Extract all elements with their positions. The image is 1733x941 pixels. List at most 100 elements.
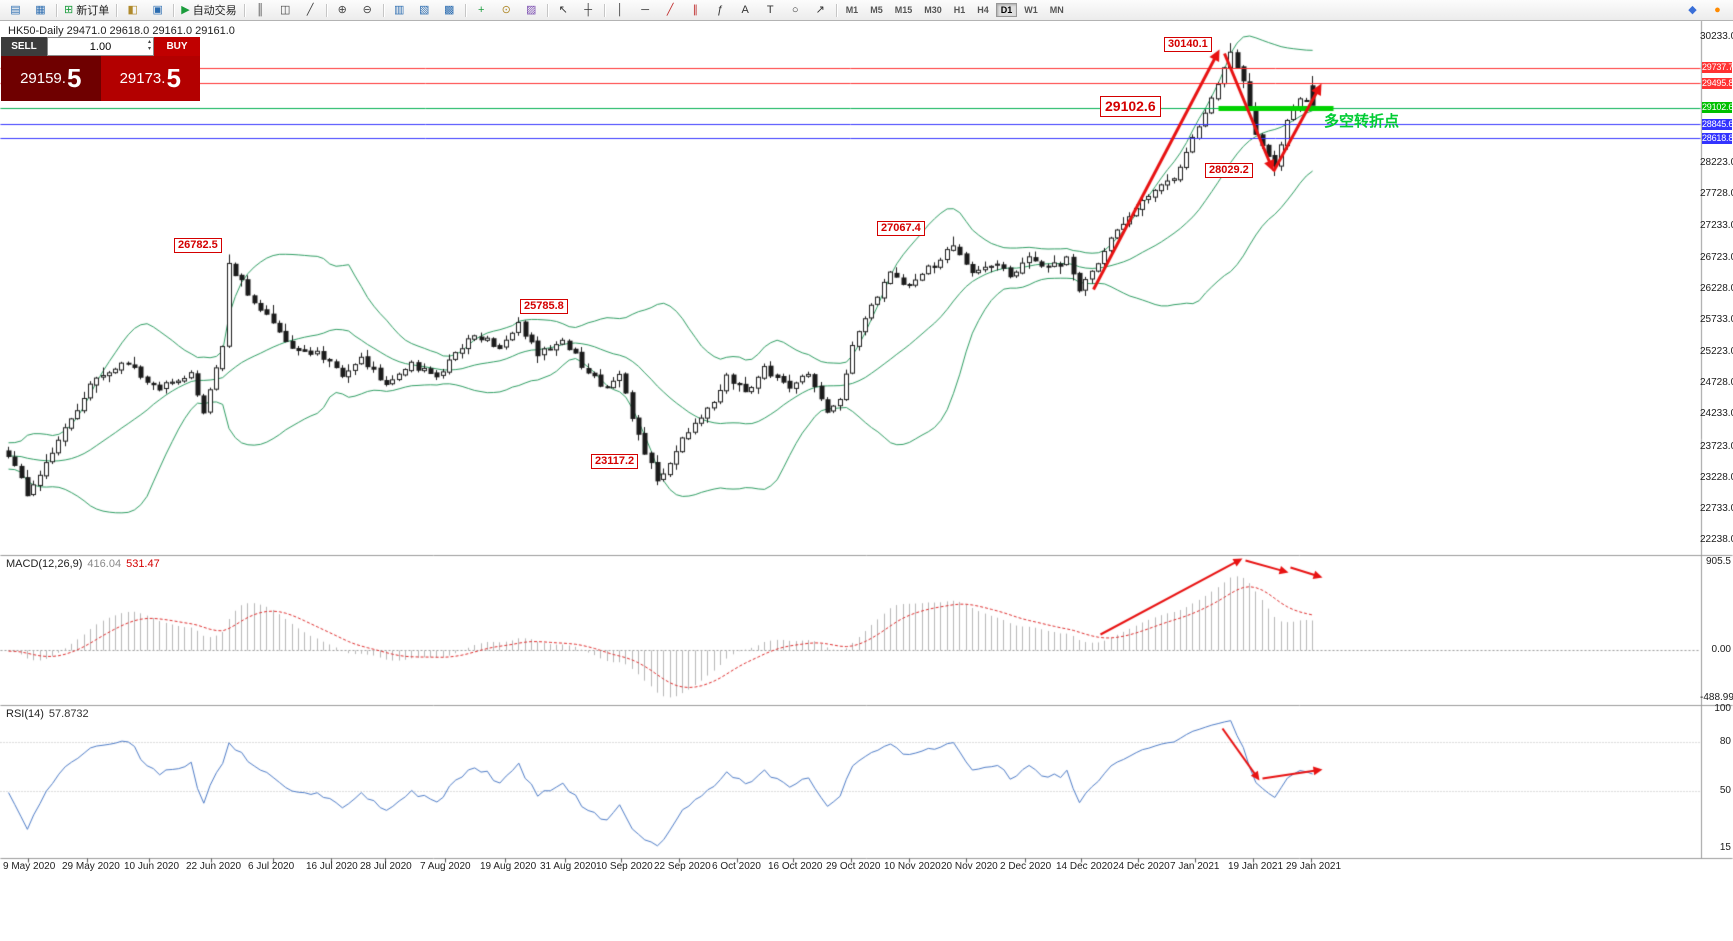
tile-windows-icon: ▥ bbox=[393, 3, 405, 16]
price-axis-label: 27233.0 bbox=[1700, 219, 1733, 231]
timeframe-m5-button[interactable]: M5 bbox=[870, 5, 883, 15]
toolbar-separator bbox=[173, 3, 175, 17]
arrange-windows-icon[interactable]: ▩ bbox=[438, 1, 461, 20]
buy-button[interactable]: BUY bbox=[154, 37, 200, 56]
rsi-axis-label: 100 bbox=[1714, 703, 1731, 715]
zoom-in-icon: ⊕ bbox=[337, 3, 347, 16]
tile-windows-icon[interactable]: ▥ bbox=[388, 1, 411, 20]
price-annotation[interactable]: 27067.4 bbox=[877, 221, 925, 236]
ask-price[interactable]: 29173. 5 bbox=[100, 56, 200, 101]
toolbar-separator bbox=[603, 3, 605, 17]
macd-main-value: 416.04 bbox=[87, 558, 122, 570]
price-annotation[interactable]: 28029.2 bbox=[1205, 163, 1253, 178]
price-annotation[interactable]: 26782.5 bbox=[174, 238, 222, 253]
zoom-out-icon[interactable]: ⊖ bbox=[356, 1, 379, 20]
sell-button[interactable]: SELL bbox=[1, 37, 47, 56]
bid-price[interactable]: 29159. 5 bbox=[1, 56, 101, 101]
date-axis-label: 7 Aug 2020 bbox=[420, 861, 471, 872]
indicators-icon: + bbox=[477, 3, 485, 16]
price-annotation[interactable]: 29102.6 bbox=[1100, 96, 1161, 117]
data-window-icon[interactable]: ▦ bbox=[29, 1, 52, 20]
date-axis-label: 29 Oct 2020 bbox=[826, 861, 881, 872]
news-icon[interactable]: ◆ bbox=[1681, 1, 1704, 20]
zoom-in-icon[interactable]: ⊕ bbox=[331, 1, 354, 20]
zoom-out-icon: ⊖ bbox=[362, 3, 372, 16]
connection-status-icon[interactable]: ● bbox=[1706, 1, 1729, 20]
date-axis-label: 2 Dec 2020 bbox=[1000, 861, 1052, 872]
date-axis-label: 22 Jun 2020 bbox=[186, 861, 242, 872]
volume-input[interactable]: 1.00 ▴ ▾ bbox=[47, 37, 154, 56]
rsi-axis-label: 15 bbox=[1719, 841, 1731, 853]
arrange-windows-icon: ▩ bbox=[443, 3, 455, 16]
date-axis-label: 24 Dec 2020 bbox=[1113, 861, 1170, 872]
timeframe-m30-button[interactable]: M30 bbox=[924, 5, 942, 15]
rsi-indicator-label: RSI(14) 57.8732 bbox=[6, 708, 89, 720]
price-annotation[interactable]: 30140.1 bbox=[1164, 37, 1212, 52]
price-annotation[interactable]: 25785.8 bbox=[520, 299, 568, 314]
cascade-windows-icon[interactable]: ▧ bbox=[413, 1, 436, 20]
autotrade-button-label: 自动交易 bbox=[192, 5, 237, 17]
terminal-icon[interactable]: ▣ bbox=[146, 1, 169, 20]
rsi-axis-label: 80 bbox=[1719, 735, 1731, 747]
date-axis-label: 22 Sep 2020 bbox=[654, 861, 711, 872]
price-axis-label: 28223.0 bbox=[1700, 157, 1733, 169]
text-icon[interactable]: A bbox=[734, 1, 757, 20]
price-axis-label: 27728.0 bbox=[1700, 188, 1733, 200]
new-order-button[interactable]: ⊞ 新订单 bbox=[61, 1, 112, 20]
horizontal-line-icon: ─ bbox=[641, 3, 650, 16]
toolbar-separator bbox=[243, 3, 245, 17]
price-axis-label: 26723.0 bbox=[1700, 251, 1733, 263]
candlestick-chart-icon[interactable]: ◫ bbox=[274, 1, 297, 20]
channel-icon[interactable]: ∥ bbox=[684, 1, 707, 20]
horizontal-line-icon[interactable]: ─ bbox=[634, 1, 657, 20]
volume-spinner[interactable]: ▴ ▾ bbox=[148, 39, 151, 53]
price-axis-label: 26228.0 bbox=[1700, 282, 1733, 294]
date-axis-label: 29 May 2020 bbox=[62, 861, 120, 872]
autotrade-button[interactable]: ▶ 自动交易 bbox=[178, 1, 239, 20]
toolbar-separator bbox=[546, 3, 548, 17]
toolbar: ▤ ▦ ⊞ 新订单 ◧ ▣ ▶ 自动交易 ║ ◫ ╱ ⊕ ⊖ ▥ ▧ ▩ + ⊙ ▨ ↖ ┼ │ ─ ╱ ∥ ƒ A T ○ ↗ M1 M5… bbox=[0, 0, 1733, 21]
date-axis-label: 9 May 2020 bbox=[3, 861, 56, 872]
chart-ohlc-header: HK50-Daily 29471.0 29618.0 29161.0 29161… bbox=[8, 25, 235, 37]
price-level-tag: 28618.8 bbox=[1702, 132, 1733, 144]
arrows-icon[interactable]: ↗ bbox=[809, 1, 832, 20]
bar-chart-icon: ║ bbox=[256, 3, 265, 16]
market-watch-icon[interactable]: ▤ bbox=[4, 1, 27, 20]
new-order-button-label: 新订单 bbox=[76, 5, 110, 17]
macd-name: MACD(12,26,9) bbox=[6, 558, 83, 570]
volume-up-icon[interactable]: ▴ bbox=[147, 39, 151, 45]
timeframe-w1-button[interactable]: W1 bbox=[1024, 5, 1038, 15]
timeframe-h4-button[interactable]: H4 bbox=[977, 5, 989, 15]
bar-chart-icon[interactable]: ║ bbox=[249, 1, 272, 20]
templates-icon: ▨ bbox=[525, 3, 537, 16]
crosshair-icon[interactable]: ┼ bbox=[577, 1, 600, 20]
shapes-icon[interactable]: ○ bbox=[784, 1, 807, 20]
macd-axis-label: -488.99 bbox=[1700, 691, 1733, 703]
indicators-icon[interactable]: + bbox=[470, 1, 493, 20]
label-icon[interactable]: T bbox=[759, 1, 782, 20]
date-axis-label: 31 Aug 2020 bbox=[540, 861, 597, 872]
rsi-value: 57.8732 bbox=[48, 708, 89, 720]
date-axis-label: 10 Nov 2020 bbox=[884, 861, 941, 872]
timeframe-m1-button[interactable]: M1 bbox=[845, 5, 859, 15]
price-level-tag: 29495.8 bbox=[1702, 77, 1733, 89]
line-chart-icon[interactable]: ╱ bbox=[299, 1, 322, 20]
templates-icon[interactable]: ▨ bbox=[520, 1, 543, 20]
periods-icon[interactable]: ⊙ bbox=[495, 1, 518, 20]
trendline-icon[interactable]: ╱ bbox=[659, 1, 682, 20]
timeframe-m15-button[interactable]: M15 bbox=[894, 5, 913, 15]
vertical-line-icon[interactable]: │ bbox=[609, 1, 632, 20]
timeframe-d1-button[interactable]: D1 bbox=[995, 3, 1018, 17]
fibonacci-icon[interactable]: ƒ bbox=[709, 1, 732, 20]
cursor-icon[interactable]: ↖ bbox=[552, 1, 575, 20]
price-axis-label: 22733.0 bbox=[1700, 502, 1733, 514]
price-annotation[interactable]: 23117.2 bbox=[591, 454, 639, 469]
timeframe-h1-button[interactable]: H1 bbox=[953, 5, 966, 15]
bull-bear-turning-point-note[interactable]: 多空转折点 bbox=[1324, 113, 1400, 130]
volume-down-icon[interactable]: ▾ bbox=[147, 46, 151, 52]
timeframe-mn-button[interactable]: MN bbox=[1049, 5, 1064, 15]
price-level-tag: 28845.6 bbox=[1702, 118, 1733, 130]
toolbar-separator bbox=[116, 3, 118, 17]
navigator-icon[interactable]: ◧ bbox=[121, 1, 144, 20]
